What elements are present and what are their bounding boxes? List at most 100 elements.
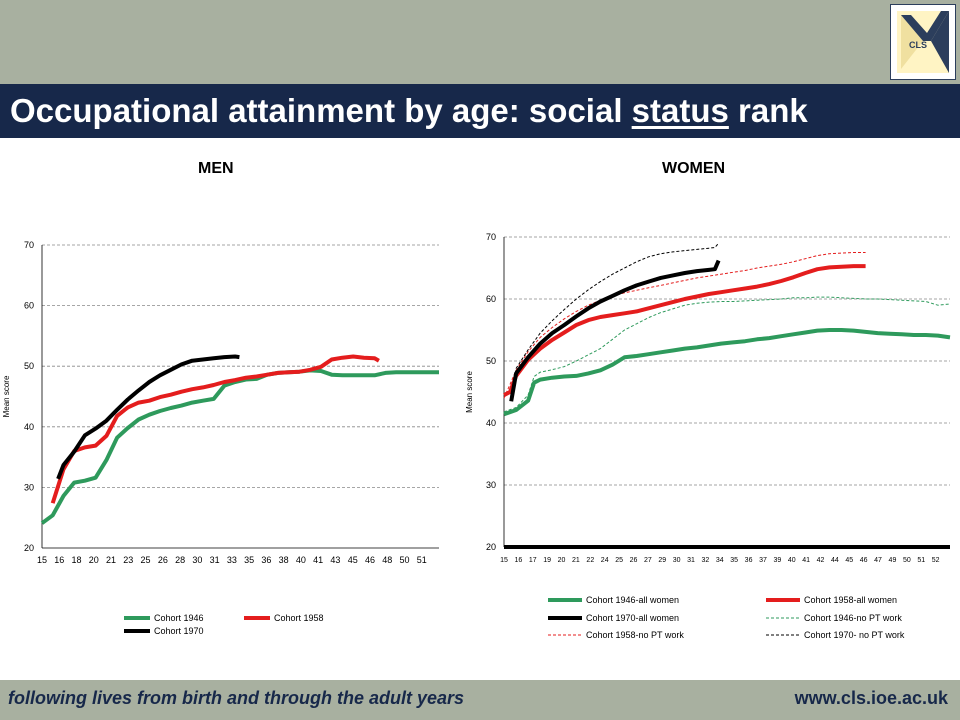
women-xtick-label: 42 [817, 557, 825, 564]
logo-text: CLS [909, 40, 927, 50]
women-legend-label: Cohort 1946-all women [586, 595, 679, 605]
men-xtick-label: 21 [106, 555, 116, 565]
women-series-cohort-1946-no-pt-work [503, 296, 951, 413]
women-xtick-label: 39 [773, 557, 781, 564]
women-y-axis-label: Mean score [465, 371, 474, 413]
title-bar [0, 84, 960, 138]
women-xtick-label: 50 [903, 557, 911, 564]
men-y-axis-label: Mean score [2, 375, 11, 417]
men-xtick-label: 43 [330, 555, 340, 565]
women-xtick-label: 40 [788, 557, 796, 564]
men-xtick-label: 15 [37, 555, 47, 565]
men-legend-label: Cohort 1958 [274, 613, 324, 623]
men-xtick-label: 35 [244, 555, 254, 565]
men-ytick-label: 50 [24, 361, 34, 371]
cls-logo: CLS [890, 4, 956, 80]
header-band [0, 0, 960, 84]
men-xtick-label: 26 [158, 555, 168, 565]
men-legend-label: Cohort 1946 [154, 613, 204, 623]
women-xtick-label: 31 [687, 557, 695, 564]
logo-graphic [897, 11, 949, 73]
men-xtick-label: 23 [123, 555, 133, 565]
women-chart-title: WOMEN [662, 160, 726, 177]
women-ytick-label: 50 [486, 356, 496, 366]
women-xtick-label: 25 [615, 557, 623, 564]
women-ytick-label: 70 [486, 232, 496, 242]
men-series-cohort-1970 [56, 354, 240, 480]
men-series-cohort-1946 [40, 368, 439, 525]
men-xtick-label: 38 [279, 555, 289, 565]
footer-tagline: following lives from birth and through t… [8, 688, 465, 708]
women-xtick-label: 37 [759, 557, 767, 564]
women-xtick-label: 47 [874, 557, 882, 564]
women-xtick-label: 20 [558, 557, 566, 564]
women-series-cohort-1970-all-women [509, 259, 721, 402]
men-xtick-label: 41 [313, 555, 323, 565]
men-xtick-label: 36 [261, 555, 271, 565]
men-xtick-label: 18 [72, 555, 82, 565]
men-xtick-label: 51 [417, 555, 427, 565]
women-xtick-label: 19 [543, 557, 551, 564]
women-xtick-label: 41 [802, 557, 810, 564]
women-series-cohort-1958-all-women [503, 264, 866, 397]
page-title: Occupational attainment by age: social s… [10, 92, 808, 130]
footer-band [0, 680, 960, 720]
women-xtick-label: 35 [730, 557, 738, 564]
men-xtick-label: 33 [227, 555, 237, 565]
men-chart-title: MEN [198, 160, 234, 177]
women-legend-label: Cohort 1958-all women [804, 595, 897, 605]
women-legend-label: Cohort 1970-all women [586, 613, 679, 623]
women-series-cohort-1958-no-pt-work [503, 252, 866, 399]
women-xtick-label: 15 [500, 557, 508, 564]
men-ytick-label: 40 [24, 422, 34, 432]
women-ytick-label: 40 [486, 418, 496, 428]
women-xtick-label: 27 [644, 557, 652, 564]
women-xtick-label: 44 [831, 557, 839, 564]
women-xtick-label: 29 [658, 557, 666, 564]
women-xtick-label: 16 [514, 557, 522, 564]
women-series-cohort-1970-no-pt-work [510, 242, 719, 399]
men-xtick-label: 30 [192, 555, 202, 565]
women-xtick-label: 30 [673, 557, 681, 564]
women-xtick-label: 24 [601, 557, 609, 564]
men-xtick-label: 28 [175, 555, 185, 565]
women-series-cohort-1946-all-women [503, 328, 951, 417]
women-ytick-label: 30 [486, 480, 496, 490]
men-xtick-label: 20 [89, 555, 99, 565]
women-xtick-label: 34 [716, 557, 724, 564]
women-legend-label: Cohort 1946-no PT work [804, 613, 902, 623]
women-xtick-label: 26 [630, 557, 638, 564]
men-ytick-label: 60 [24, 301, 34, 311]
men-xtick-label: 50 [399, 555, 409, 565]
women-xtick-label: 22 [586, 557, 594, 564]
men-ytick-label: 20 [24, 543, 34, 553]
women-xtick-label: 36 [745, 557, 753, 564]
women-xtick-label: 51 [917, 557, 925, 564]
footer-url[interactable]: www.cls.ioe.ac.uk [794, 688, 948, 708]
women-xtick-label: 46 [860, 557, 868, 564]
women-ytick-label: 60 [486, 294, 496, 304]
men-legend-label: Cohort 1970 [154, 626, 204, 636]
men-xtick-label: 45 [348, 555, 358, 565]
men-series-cohort-1958 [50, 354, 380, 504]
men-chart: 20 30 40 50 60 70 Mean score 15 16 18 20 21 23 25 26 28… [2, 240, 439, 636]
men-ytick-label: 30 [24, 482, 34, 492]
men-ytick-label: 70 [24, 240, 34, 250]
women-legend-label: Cohort 1970- no PT work [804, 630, 905, 640]
women-legend-label: Cohort 1958-no PT work [586, 630, 684, 640]
men-xtick-label: 46 [365, 555, 375, 565]
women-ytick-label: 20 [486, 542, 496, 552]
women-xtick-label: 17 [529, 557, 537, 564]
title-suffix: rank [728, 92, 808, 129]
women-xtick-label: 52 [932, 557, 940, 564]
women-xtick-label: 45 [845, 557, 853, 564]
men-xtick-label: 16 [54, 555, 64, 565]
title-underlined: status [631, 92, 729, 129]
men-xtick-label: 31 [210, 555, 220, 565]
men-xtick-label: 25 [141, 555, 151, 565]
women-xtick-label: 32 [702, 557, 710, 564]
women-chart: 20 30 40 50 60 70 Mean score 15 16 17 19 20 21 22 24 25… [465, 232, 951, 640]
men-xtick-label: 48 [382, 555, 392, 565]
men-xtick-label: 40 [296, 555, 306, 565]
title-prefix: Occupational attainment by age: social [10, 92, 632, 129]
